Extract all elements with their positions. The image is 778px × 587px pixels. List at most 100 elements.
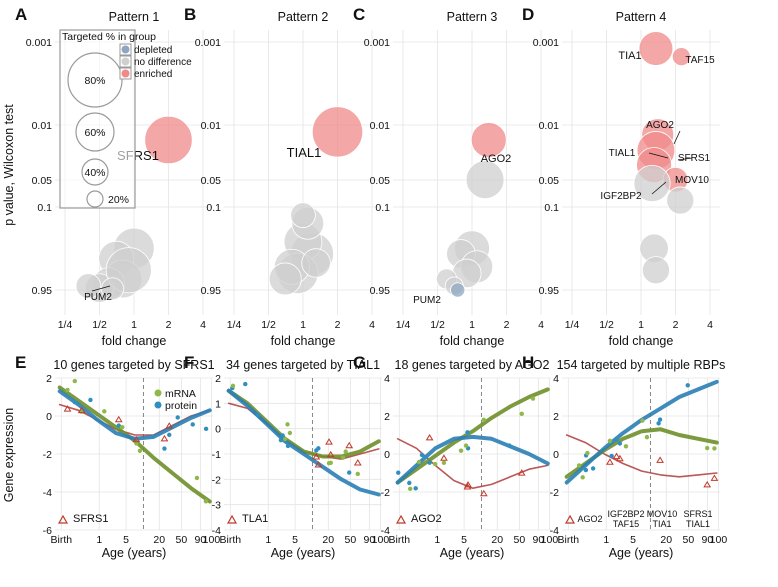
top-panel-B: 1/4 1/2 1 2 4 0.001 0.01 0.05 0.1 0.95 B Pattern 2 f… — [184, 5, 382, 348]
x-axis-label: Age (years) — [609, 546, 674, 560]
data-point — [355, 471, 360, 477]
x-tick-label: 1 — [96, 534, 102, 546]
data-point — [413, 486, 418, 491]
x-tick-label: 1 — [265, 534, 271, 546]
data-point — [419, 452, 425, 458]
triangle-point — [312, 453, 321, 460]
data-point — [243, 381, 248, 387]
leader-line — [673, 130, 681, 145]
y-tick-label: 0 — [46, 411, 52, 423]
data-point — [530, 396, 536, 401]
legend-swatch — [121, 57, 130, 66]
x-tick-label: 1/4 — [227, 319, 242, 331]
legend-swatch — [154, 401, 162, 409]
x-tick-label: 90 — [533, 534, 545, 546]
data-point — [72, 400, 78, 405]
triangle-point — [325, 438, 333, 445]
x-tick-label: 100 — [203, 534, 221, 546]
bubble-no_difference — [465, 160, 505, 200]
data-point — [175, 415, 180, 420]
data-point — [704, 445, 710, 451]
x-tick-label: 4 — [200, 319, 206, 331]
legend-entry: protein — [165, 400, 197, 412]
y-tick-label: -4 — [43, 487, 52, 499]
y-tick-label: 0.01 — [539, 120, 560, 132]
data-point — [280, 433, 285, 438]
panel-letter: F — [184, 353, 194, 372]
panel-letter: E — [15, 353, 26, 372]
data-point — [580, 475, 585, 480]
y-tick-label: 0.95 — [201, 285, 222, 297]
triangle-point — [710, 474, 719, 481]
triangle-point — [314, 461, 323, 468]
bubble-depleted — [450, 282, 466, 298]
size-circle — [75, 112, 115, 152]
y-tick-label: 0.1 — [37, 202, 52, 214]
data-point — [427, 460, 432, 465]
y-tick-label: -2 — [381, 487, 390, 499]
y-tick-label: 0.05 — [32, 175, 53, 187]
point-label: TIAL1 — [609, 148, 636, 159]
x-axis-label: Age (years) — [440, 546, 505, 560]
legend-swatch — [121, 45, 130, 54]
x-axis-label: Age (years) — [271, 546, 336, 560]
bubble-no_difference — [301, 248, 331, 278]
x-tick-label: 2 — [335, 319, 341, 331]
bubble-no_difference — [268, 262, 302, 296]
point-label: TAF15 — [685, 55, 715, 66]
data-point — [194, 475, 200, 481]
x-tick-label: 1 — [300, 319, 306, 331]
triangle-legend-icon — [395, 514, 407, 524]
triangle-point — [132, 435, 141, 443]
y-tick-label: 0.01 — [370, 120, 391, 132]
triangle-point — [425, 433, 434, 441]
y-tick-label: 2 — [215, 373, 221, 385]
x-tick-label: 1/2 — [92, 319, 107, 331]
bubble-no_difference — [641, 256, 670, 285]
legend-swatch — [121, 69, 130, 78]
point-label: AGO2 — [481, 153, 512, 165]
x-axis-label: fold change — [271, 334, 336, 348]
triangle-point — [656, 456, 664, 463]
panel-title: Pattern 4 — [616, 10, 667, 24]
data-point — [396, 470, 401, 475]
data-point — [203, 499, 209, 504]
data-point — [441, 460, 447, 466]
protein-curve — [395, 434, 550, 485]
triangle-point — [114, 415, 123, 423]
x-tick-label: 100 — [541, 534, 559, 546]
data-point — [685, 383, 690, 388]
triangle-point — [703, 480, 712, 488]
x-tick-label: 4 — [538, 319, 544, 331]
data-point — [507, 443, 512, 448]
data-point — [712, 446, 717, 451]
y-tick-label: 0.001 — [533, 37, 559, 49]
data-point — [481, 417, 487, 422]
panel-letter: H — [522, 353, 534, 372]
size-circle — [67, 52, 123, 108]
data-point — [137, 448, 143, 453]
x-tick-label: 1/4 — [565, 319, 580, 331]
panel-letter: C — [353, 5, 365, 24]
data-point — [519, 411, 524, 417]
x-tick-label: 90 — [702, 534, 714, 546]
y-tick-label: 0.001 — [364, 37, 390, 49]
x-tick-label: 2 — [166, 319, 172, 331]
panel-letter: D — [522, 5, 534, 24]
y-tick-label: 0.95 — [539, 285, 560, 297]
triangle-legend-icon — [57, 514, 69, 524]
x-tick-label: 1 — [638, 319, 644, 331]
data-point — [287, 430, 293, 436]
y-tick-label: -1 — [212, 449, 221, 461]
x-tick-label: 5 — [630, 534, 636, 546]
point-label: MOV10 — [675, 175, 709, 186]
data-point — [203, 426, 209, 432]
size-label: 40% — [84, 167, 105, 179]
data-point — [465, 430, 470, 435]
triangle-point — [612, 452, 621, 460]
data-point — [314, 448, 319, 453]
y-tick-label: -4 — [381, 525, 390, 537]
